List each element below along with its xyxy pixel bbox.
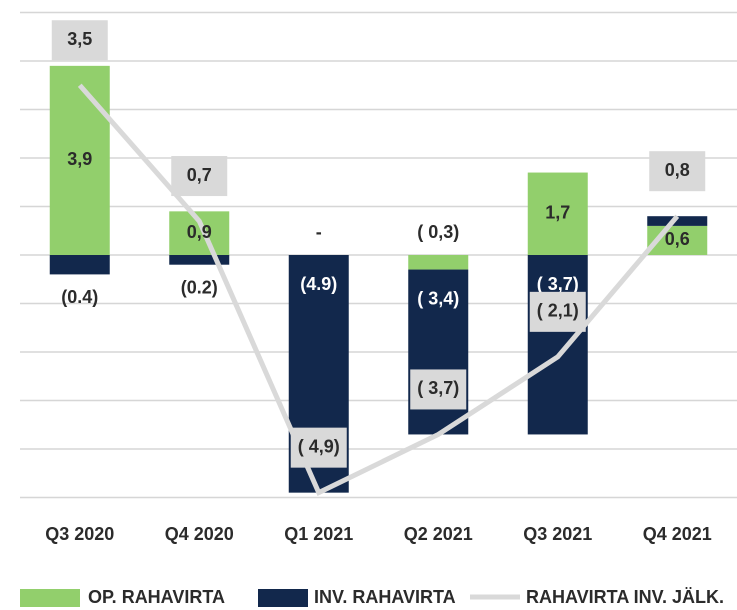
data-label: ( 0,3) — [417, 222, 459, 242]
label-box — [51, 20, 108, 61]
data-label: ( 3,7) — [417, 378, 459, 398]
data-label: 3,5 — [67, 29, 92, 49]
x-tick-label: Q4 2020 — [165, 524, 234, 544]
data-label: 0,7 — [187, 165, 212, 185]
label-box — [649, 151, 706, 192]
data-label: (0.2) — [181, 277, 218, 297]
label-box — [171, 156, 228, 197]
bar — [169, 255, 230, 265]
data-label: - — [316, 222, 322, 242]
data-label: 0,8 — [665, 160, 690, 180]
label-box — [290, 427, 347, 468]
data-label: 0,9 — [187, 222, 212, 242]
data-label: (4.9) — [300, 274, 337, 294]
data-label: 0,6 — [665, 229, 690, 249]
legend-label: OP. RAHAVIRTA — [88, 587, 225, 607]
legend-label: INV. RAHAVIRTA — [314, 587, 456, 607]
line — [77, 83, 680, 497]
label-box — [529, 291, 586, 332]
x-tick-label: Q4 2021 — [643, 524, 712, 544]
x-tick-label: Q3 2020 — [45, 524, 114, 544]
x-tick-label: Q1 2021 — [284, 524, 353, 544]
bar — [527, 255, 588, 435]
bar — [647, 216, 708, 226]
data-label: ( 3,4) — [417, 288, 459, 308]
bar — [527, 172, 588, 255]
bar — [49, 255, 110, 275]
legend-swatch — [20, 589, 80, 607]
data-label: 3,9 — [67, 149, 92, 169]
bar — [408, 255, 469, 270]
legend-swatch — [258, 589, 308, 607]
data-label: ( 2,1) — [537, 301, 579, 321]
legend-label: RAHAVIRTA INV. JÄLK. — [526, 587, 724, 607]
data-label: (0.4) — [61, 287, 98, 307]
data-label: 1,7 — [545, 203, 570, 223]
x-tick-label: Q2 2021 — [404, 524, 473, 544]
label-box — [410, 369, 467, 410]
data-label: ( 3,7) — [537, 274, 579, 294]
x-tick-label: Q3 2021 — [523, 524, 592, 544]
data-label: ( 4,9) — [298, 436, 340, 456]
bar — [49, 65, 110, 255]
